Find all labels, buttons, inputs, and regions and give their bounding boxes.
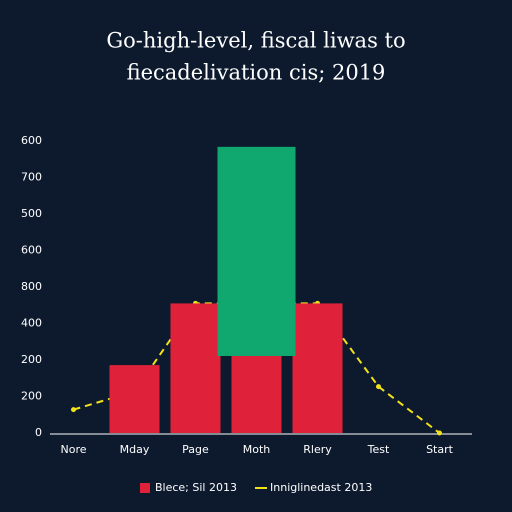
y-tick-label: 800 bbox=[21, 280, 42, 293]
y-tick-label: 500 bbox=[21, 207, 42, 220]
x-tick-label: Moth bbox=[243, 443, 271, 456]
line-point bbox=[376, 384, 381, 390]
x-tick-label: Start bbox=[426, 443, 454, 456]
y-tick-label: 700 bbox=[21, 171, 42, 184]
bar bbox=[170, 303, 221, 433]
line-point bbox=[437, 430, 442, 436]
x-tick-label: Rlery bbox=[303, 443, 332, 456]
x-tick-label: Nore bbox=[60, 443, 86, 456]
bar bbox=[292, 303, 343, 433]
chart-title: fiecadelivation cis; 2019 bbox=[127, 61, 386, 85]
bar bbox=[109, 365, 160, 433]
legend-label: Blece; Sil 2013 bbox=[155, 481, 237, 494]
bar bbox=[231, 355, 282, 433]
x-tick-label: Mday bbox=[120, 443, 150, 456]
y-tick-label: 0 bbox=[35, 426, 42, 439]
y-tick-label: 200 bbox=[21, 390, 42, 403]
x-tick-label: Page bbox=[182, 443, 209, 456]
legend-marker bbox=[140, 483, 150, 493]
line-point bbox=[71, 407, 76, 413]
x-tick-label: Test bbox=[367, 443, 390, 456]
y-tick-label: 600 bbox=[21, 244, 42, 257]
legend-label: Inniglinedast 2013 bbox=[270, 481, 372, 494]
y-tick-label: 200 bbox=[21, 353, 42, 366]
y-tick-label: 400 bbox=[21, 317, 42, 330]
chart-title: Go-high-level, fiscal liwas to bbox=[106, 29, 405, 53]
y-tick-label: 600 bbox=[21, 134, 42, 147]
bar bbox=[217, 146, 296, 356]
